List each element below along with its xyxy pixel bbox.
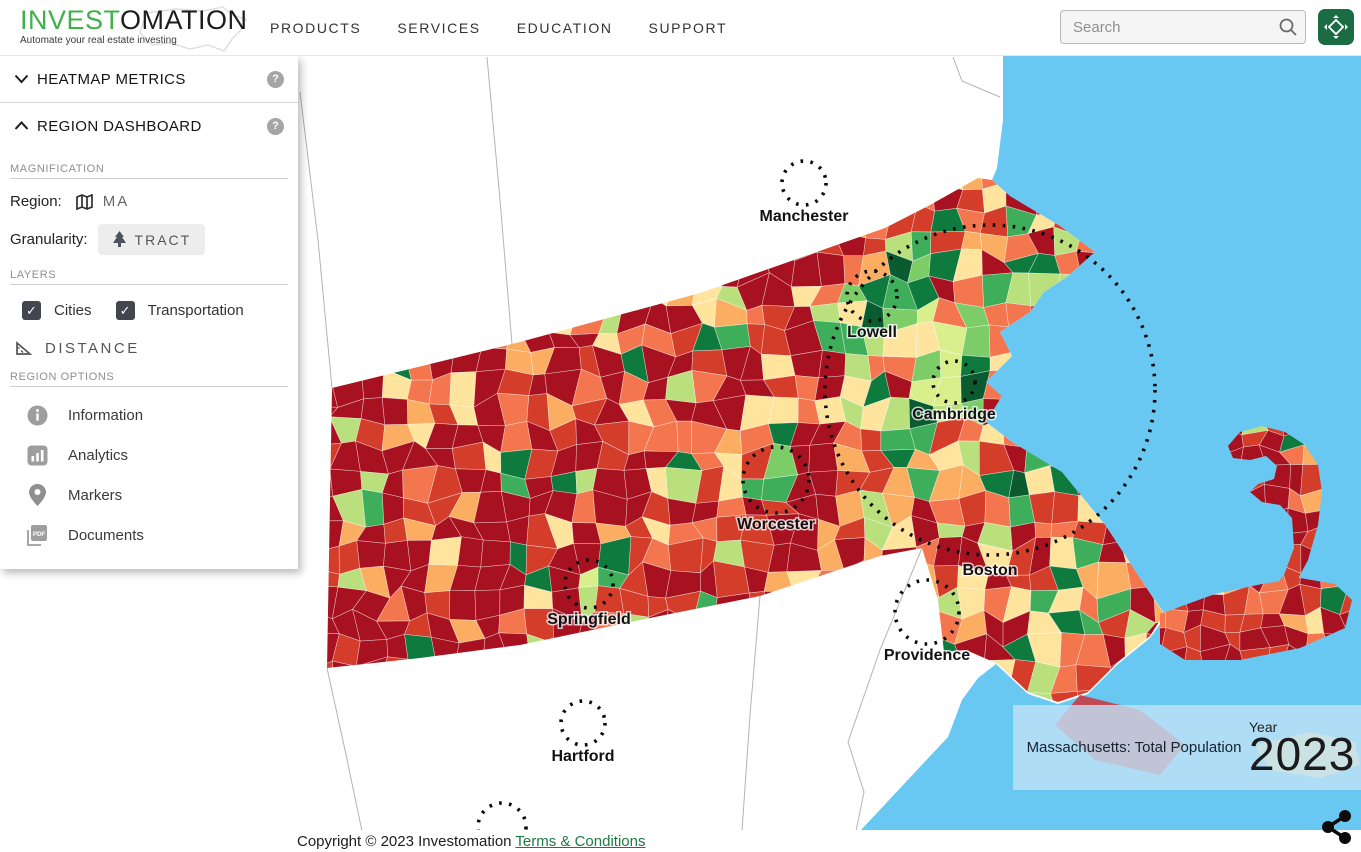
divider [10, 386, 288, 387]
city-label-manchester: Manchester [760, 208, 849, 225]
brand-name-secondary: OMATION [120, 5, 248, 35]
map-icon [75, 193, 93, 210]
layers-row: ✓ Cities ✓ Transportation [0, 301, 298, 320]
magnification-section-label: MAGNIFICATION [10, 163, 105, 175]
divider [10, 284, 288, 285]
distance-label: DISTANCE [45, 340, 140, 357]
city-circle[interactable] [476, 801, 528, 832]
account-avatar[interactable] [1318, 9, 1354, 45]
left-sidebar: HEATMAP METRICS ? REGION DASHBOARD ? MAG… [0, 56, 298, 569]
region-options-section-label: REGION OPTIONS [10, 371, 115, 383]
panel-divider [0, 102, 298, 103]
tree-icon [112, 231, 126, 247]
svg-text:PDF: PDF [33, 531, 46, 538]
cities-checkbox[interactable]: ✓ [22, 301, 41, 320]
top-header: INVESTOMATION Automate your real estate … [0, 0, 1361, 56]
city-label-cambridge: Cambridge [912, 406, 996, 423]
city-label-providence: Providence [884, 647, 970, 664]
springfield-circle[interactable] [563, 558, 615, 610]
analytics-icon [27, 445, 47, 465]
map-metric-title: Massachusetts: Total Population [1026, 739, 1242, 756]
option-analytics-label: Analytics [68, 446, 129, 464]
pdf-icon: PDF [27, 525, 47, 546]
option-information-label: Information [68, 406, 144, 424]
map-canvas[interactable]: Manchester Lowell Cambridge Worcester Boston… [0, 55, 1361, 832]
city-label-boston: Boston [962, 562, 1017, 579]
city-label-springfield: Springfield [547, 611, 631, 628]
region-dashboard-panel: REGION DASHBOARD ? MAGNIFICATION Region:… [0, 103, 298, 569]
copyright-text: Copyright © 2023 Investomation [297, 833, 516, 850]
nav-products[interactable]: PRODUCTS [270, 19, 362, 36]
distance-tool[interactable]: DISTANCE [0, 340, 298, 357]
brand-tagline: Automate your real estate investing [20, 35, 177, 46]
us-map-outline-icon [139, 6, 248, 52]
state-borders [299, 56, 1001, 832]
terms-link[interactable]: Terms & Conditions [515, 833, 646, 850]
share-icon[interactable] [1320, 808, 1354, 846]
worcester-circle[interactable] [741, 445, 811, 515]
transportation-layer-label: Transportation [147, 302, 244, 319]
main-nav: PRODUCTS SERVICES EDUCATION SUPPORT [270, 0, 727, 55]
option-analytics[interactable]: Analytics [0, 435, 298, 475]
help-icon[interactable]: ? [267, 70, 284, 88]
search-icon[interactable] [1278, 17, 1298, 37]
granularity-value: TRACT [134, 231, 192, 248]
year-label: Year [1249, 718, 1278, 735]
city-label-worcester: Worcester [737, 516, 815, 533]
nav-services[interactable]: SERVICES [397, 19, 481, 36]
option-documents-label: Documents [68, 526, 144, 544]
option-markers[interactable]: Markers [0, 475, 298, 515]
help-icon[interactable]: ? [267, 117, 284, 135]
nav-education[interactable]: EDUCATION [516, 19, 613, 36]
region-label: Region: [10, 193, 62, 210]
providence-circle[interactable] [893, 578, 961, 646]
lowell-circle[interactable] [845, 269, 899, 323]
granularity-button[interactable]: TRACT [97, 224, 206, 255]
year-value[interactable]: 2023 [1249, 727, 1356, 780]
chevron-up-icon [14, 121, 29, 130]
nav-support[interactable]: SUPPORT [648, 19, 728, 36]
option-documents[interactable]: PDF Documents [0, 515, 298, 555]
divider [10, 178, 288, 179]
chevron-down-icon [14, 74, 29, 84]
heatmap-metrics-panel-header[interactable]: HEATMAP METRICS ? [0, 56, 298, 102]
search-input[interactable] [1060, 10, 1306, 44]
cities-layer-label: Cities [54, 302, 92, 319]
region-value[interactable]: MA [102, 193, 130, 210]
region-dashboard-panel-header[interactable]: REGION DASHBOARD ? [0, 103, 298, 149]
option-information[interactable]: Information [0, 395, 298, 435]
city-label-lowell: Lowell [847, 324, 897, 341]
ruler-icon [16, 341, 33, 355]
city-markers: Manchester Lowell Cambridge Worcester Boston… [476, 159, 1157, 832]
brand-logo[interactable]: INVESTOMATION Automate your real estate … [20, 5, 247, 52]
hartford-circle[interactable] [559, 699, 607, 747]
brand-name-primary: INVEST [20, 5, 121, 35]
map-legend-overlay: Massachusetts: Total Population Year 202… [1013, 705, 1361, 790]
city-label-hartford: Hartford [551, 748, 614, 765]
manchester-circle[interactable] [780, 159, 828, 207]
boston-metro-circle[interactable] [823, 223, 1157, 557]
option-markers-label: Markers [68, 486, 123, 504]
ornament-icon [1324, 15, 1348, 39]
cambridge-circle[interactable] [931, 359, 977, 405]
marker-icon [28, 484, 46, 506]
info-icon [27, 405, 47, 425]
heatmap-metrics-title: HEATMAP METRICS [37, 70, 186, 88]
layers-section-label: LAYERS [10, 269, 57, 281]
granularity-label: Granularity: [10, 231, 88, 248]
region-dashboard-title: REGION DASHBOARD [37, 117, 202, 135]
footer: Copyright © 2023 Investomation Terms & C… [0, 830, 1361, 852]
transportation-checkbox[interactable]: ✓ [115, 301, 135, 320]
